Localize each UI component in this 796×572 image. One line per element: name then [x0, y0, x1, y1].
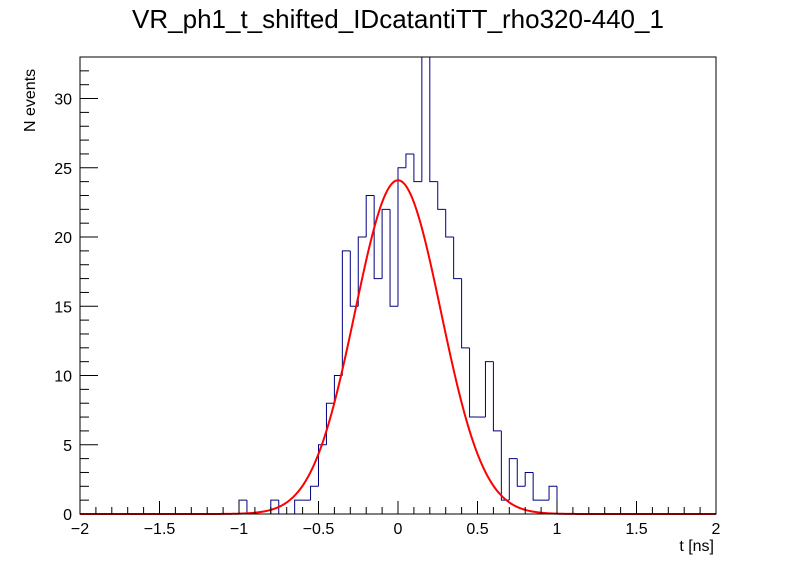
x-tick-label: 0.5	[466, 521, 488, 538]
hist-bin	[445, 209, 454, 238]
y-tick-label: 25	[54, 161, 72, 178]
hist-bin	[429, 57, 438, 183]
hist-bin	[294, 499, 303, 514]
x-tick-label: −0.5	[303, 521, 335, 538]
hist-bin	[453, 237, 462, 280]
hist-bin	[524, 471, 534, 487]
hist-bin	[397, 167, 406, 307]
hist-bin	[373, 195, 383, 280]
hist-bin	[318, 444, 327, 487]
hist-bin	[461, 278, 470, 349]
hist-bin	[310, 485, 319, 501]
x-tick-label: 2	[712, 521, 721, 538]
y-axis-label: N events	[22, 68, 39, 132]
hist-bin	[238, 499, 247, 514]
hist-bin	[333, 375, 343, 404]
hist-bin	[341, 250, 351, 376]
hist-bin	[389, 209, 398, 307]
hist-bin	[365, 194, 375, 238]
hist-bin	[548, 485, 557, 501]
hist-bin	[508, 458, 518, 501]
x-tick-label: −1	[230, 521, 248, 538]
x-tick-label: 0	[394, 521, 403, 538]
hist-bin	[492, 361, 502, 432]
hist-bin	[484, 361, 494, 418]
y-tick-label: 10	[54, 369, 72, 386]
histogram-layer	[80, 56, 716, 515]
y-tick-label: 0	[63, 507, 72, 524]
x-tick-label: −1.5	[144, 521, 176, 538]
hist-bin	[469, 347, 478, 418]
x-tick-label: −2	[71, 521, 89, 538]
hist-bin	[413, 153, 422, 183]
hist-bin	[357, 236, 367, 307]
hist-bin	[437, 181, 446, 210]
y-tick-label: 20	[54, 230, 72, 247]
y-tick-label: 30	[54, 92, 72, 109]
y-tick-label: 5	[63, 438, 72, 455]
hist-bin	[421, 56, 430, 182]
x-tick-label: 1	[553, 521, 562, 538]
hist-bin	[532, 472, 542, 501]
hist-bin	[500, 430, 510, 501]
x-tick-label: 1.5	[625, 521, 647, 538]
chart-title: VR_ph1_t_shifted_IDcatantiTT_rho320-440_…	[132, 4, 664, 34]
hist-bin	[381, 208, 391, 279]
hist-bin	[516, 458, 526, 487]
hist-bin	[405, 153, 414, 168]
x-axis-label: t [ns]	[679, 538, 714, 555]
y-tick-label: 15	[54, 299, 72, 316]
